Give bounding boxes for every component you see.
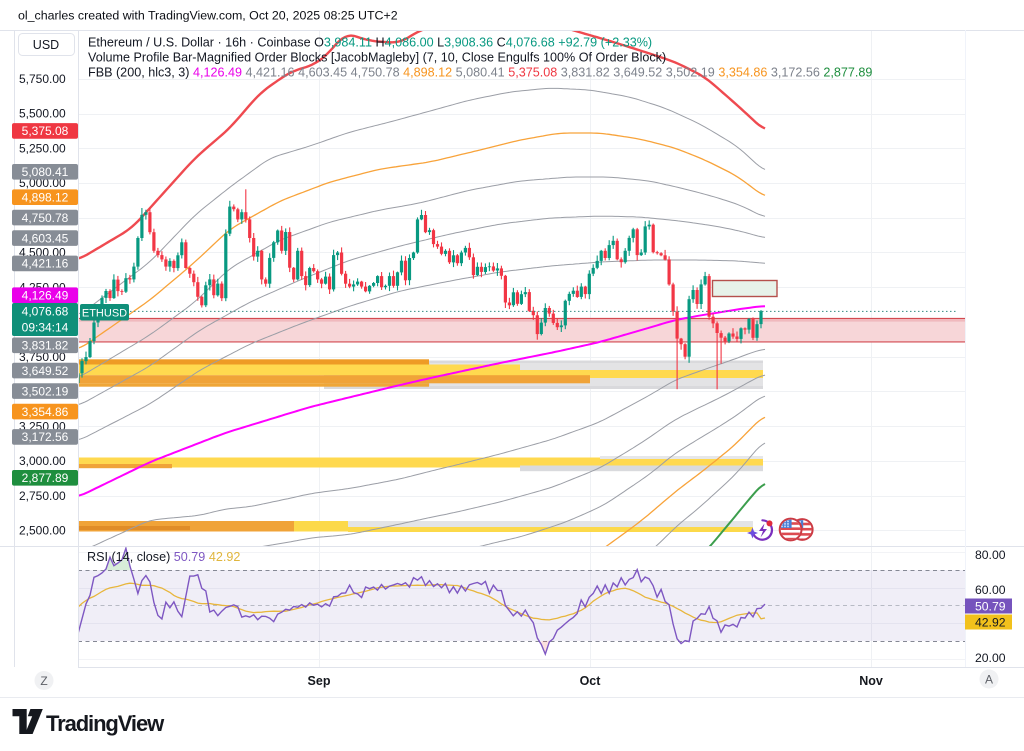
svg-text:ETHUSD: ETHUSD bbox=[82, 307, 127, 319]
svg-text:5,375.08: 5,375.08 bbox=[22, 124, 69, 138]
svg-text:Ethereum / U.S. Dollar · 16h ·: Ethereum / U.S. Dollar · 16h · Coinbase … bbox=[88, 36, 652, 50]
svg-text:5,000.00: 5,000.00 bbox=[19, 176, 66, 190]
svg-text:4,603.45: 4,603.45 bbox=[22, 231, 69, 245]
svg-text:5,080.41: 5,080.41 bbox=[22, 165, 69, 179]
svg-text:3,831.82: 3,831.82 bbox=[22, 339, 69, 353]
svg-text:20.00: 20.00 bbox=[975, 651, 1006, 665]
svg-text:ol_charles created with Tradin: ol_charles created with TradingView.com,… bbox=[18, 9, 398, 23]
svg-text:Volume Profile Bar-Magnified O: Volume Profile Bar-Magnified Order Block… bbox=[88, 51, 666, 65]
svg-text:42.92: 42.92 bbox=[975, 615, 1006, 629]
svg-text:4,898.12: 4,898.12 bbox=[22, 190, 69, 204]
svg-text:2,877.89: 2,877.89 bbox=[22, 471, 69, 485]
svg-text:TradingView: TradingView bbox=[46, 711, 165, 736]
svg-text:50.79: 50.79 bbox=[975, 599, 1006, 613]
svg-text:5,250.00: 5,250.00 bbox=[19, 142, 66, 156]
svg-text:4,750.78: 4,750.78 bbox=[22, 211, 69, 225]
svg-text:80.00: 80.00 bbox=[975, 548, 1006, 562]
svg-text:3,000.00: 3,000.00 bbox=[19, 454, 66, 468]
svg-text:FBB (200, hlc3, 3) 4,126.49: FBB (200, hlc3, 3) 4,126.49 4,421.16 4,6… bbox=[88, 66, 872, 80]
svg-text:60.00: 60.00 bbox=[975, 583, 1006, 597]
svg-text:5,750.00: 5,750.00 bbox=[19, 72, 66, 86]
svg-text:09:34:14: 09:34:14 bbox=[22, 321, 69, 335]
svg-text:Z: Z bbox=[40, 674, 47, 688]
svg-text:4,126.49: 4,126.49 bbox=[22, 288, 69, 302]
svg-text:5,500.00: 5,500.00 bbox=[19, 107, 66, 121]
svg-text:Sep: Sep bbox=[308, 674, 331, 688]
svg-text:3,750.00: 3,750.00 bbox=[19, 350, 66, 364]
svg-text:Nov: Nov bbox=[859, 674, 883, 688]
svg-text:3,649.52: 3,649.52 bbox=[22, 364, 69, 378]
svg-text:3,502.19: 3,502.19 bbox=[22, 384, 69, 398]
svg-text:3,354.86: 3,354.86 bbox=[22, 405, 69, 419]
svg-text:A: A bbox=[985, 672, 993, 686]
svg-text:RSI (14, close) 50.79 42.92: RSI (14, close) 50.79 42.92 bbox=[87, 550, 240, 564]
svg-text:USD: USD bbox=[33, 38, 59, 52]
svg-text:2,750.00: 2,750.00 bbox=[19, 489, 66, 503]
svg-text:3,172.56: 3,172.56 bbox=[22, 430, 69, 444]
svg-text:Oct: Oct bbox=[580, 674, 602, 688]
svg-text:2,500.00: 2,500.00 bbox=[19, 524, 66, 538]
svg-text:4,076.68: 4,076.68 bbox=[22, 305, 69, 319]
svg-text:4,421.16: 4,421.16 bbox=[22, 257, 69, 271]
